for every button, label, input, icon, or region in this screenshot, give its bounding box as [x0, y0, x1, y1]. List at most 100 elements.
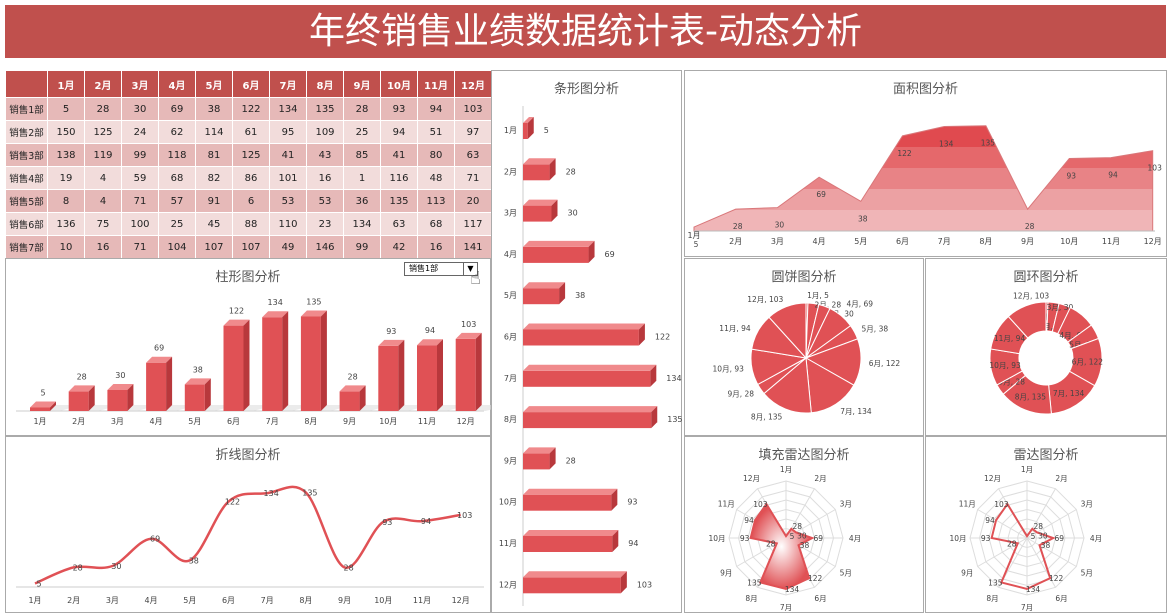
data-label: 69	[813, 534, 823, 543]
table-cell: 24	[121, 120, 159, 144]
data-label: 38	[575, 291, 585, 300]
table-cell: 20	[454, 189, 492, 213]
table-cell: 125	[232, 143, 270, 167]
radar-spoke	[1026, 537, 1077, 567]
x-tick-label: 12月	[1144, 237, 1162, 246]
column-header: 2月	[84, 70, 122, 98]
data-label: 103	[637, 580, 652, 589]
data-label: 94	[744, 516, 754, 525]
data-label: 28	[566, 456, 576, 465]
bar	[30, 407, 50, 411]
bar-side	[398, 339, 405, 411]
table-cell: 42	[380, 235, 418, 259]
chart-title: 面积图分析	[892, 82, 958, 97]
bar	[184, 384, 205, 411]
data-label: 28	[1025, 222, 1035, 231]
data-label: 93	[382, 518, 392, 527]
x-tick-label: 4月	[145, 596, 158, 605]
data-label: 1月, 5	[1036, 313, 1058, 322]
table-cell: 113	[417, 189, 455, 213]
table-cell: 85	[343, 143, 381, 167]
table-cell: 75	[84, 212, 122, 236]
table-cell: 135	[380, 189, 418, 213]
x-tick-label: 3月	[771, 237, 784, 246]
axis-label: 7月	[780, 603, 792, 612]
data-label: 6月, 122	[869, 359, 901, 368]
column-header: 8月	[306, 70, 344, 98]
dashboard-title: 年终销售业绩数据统计表-动态分析	[5, 5, 1166, 58]
bar-side	[588, 240, 595, 263]
y-tick-label: 2月	[504, 167, 517, 176]
data-label: 3月, 30	[1047, 303, 1074, 312]
table-cell: 135	[306, 97, 344, 121]
table-cell: 45	[195, 212, 233, 236]
data-label: 122	[897, 149, 912, 158]
x-tick-label: 12月	[457, 417, 475, 426]
axis-label: 2月	[1055, 474, 1067, 483]
data-label: 10月, 93	[989, 361, 1021, 370]
triangle-down-icon[interactable]: ▼	[463, 263, 477, 275]
data-label: 30	[1038, 531, 1048, 540]
row-label: 销售5部	[5, 189, 48, 213]
data-label: 122	[229, 307, 244, 316]
x-tick-label: 1月	[687, 231, 700, 240]
table-cell: 59	[121, 166, 159, 190]
axis-label: 10月	[949, 534, 966, 543]
data-label: 38	[189, 556, 199, 565]
table-cell: 71	[121, 189, 159, 213]
row-label: 销售1部	[5, 97, 48, 121]
x-tick-label: 6月	[222, 596, 235, 605]
y-tick-label: 11月	[499, 539, 517, 548]
x-tick-label: 3月	[106, 596, 119, 605]
table-cell: 125	[84, 120, 122, 144]
table-cell: 68	[158, 166, 196, 190]
pie-slice	[763, 357, 812, 414]
axis-label: 11月	[959, 500, 976, 509]
table-cell: 49	[269, 235, 307, 259]
hbar-chart: 5 1月 28 2月 30 3月 69 4月 38 5月 122 6月 134 7月 135 8月 28 9月 93…	[499, 106, 683, 606]
area-chart-panel: 面积图分析 5 1月 28 2月 30 3月 69 4月 38 5月 122 6月 134 7月 135 8月…	[684, 70, 1167, 257]
x-tick-label: 4月	[813, 237, 826, 246]
department-dropdown[interactable]: 销售1部 ▼	[404, 262, 478, 276]
data-label: 38	[193, 365, 203, 374]
table-cell: 110	[269, 212, 307, 236]
data-label: 8月, 135	[1015, 392, 1047, 401]
x-tick-label: 2月	[67, 596, 80, 605]
table-cell: 63	[380, 212, 418, 236]
table-cell: 141	[454, 235, 492, 259]
bar-top	[378, 339, 405, 346]
data-label: 69	[1054, 534, 1064, 543]
bar	[523, 536, 613, 552]
pie-slice	[1007, 301, 1047, 339]
table-row: 销售1部 5 28 30 69 38 122 134 135 28 93 94 103	[5, 97, 492, 121]
line-chart-panel: 折线图分析 5 1月 28 2月 30 3月 69 4月 38 5月 122 6月 134 7月 135 8月…	[5, 436, 491, 613]
bar-side	[611, 488, 618, 511]
data-label: 134	[939, 139, 954, 148]
column-header: 1月	[47, 70, 85, 98]
bar-side	[166, 356, 173, 411]
data-label: 69	[605, 250, 615, 259]
axis-label: 1月	[780, 465, 792, 474]
table-cell: 107	[232, 235, 270, 259]
x-tick-label: 5月	[188, 417, 201, 426]
y-tick-label: 12月	[499, 580, 517, 589]
filled-radar-panel: 填充雷达图分析 1月 2月 3月 4月 5月 6月 7月 8月 9月 10月 11月 12月 5 28 30…	[684, 436, 924, 613]
column-header: 10月	[380, 70, 418, 98]
data-label: 2月, 28	[815, 301, 842, 310]
table-cell: 146	[306, 235, 344, 259]
data-label: 122	[655, 333, 670, 342]
bar-side	[650, 364, 657, 387]
x-tick-label: 10月	[374, 596, 392, 605]
table-cell: 80	[417, 143, 455, 167]
bar	[262, 317, 283, 411]
bar	[455, 338, 476, 411]
table-cell: 101	[269, 166, 307, 190]
x-tick-label: 8月	[304, 417, 317, 426]
line-chart: 5 1月 28 2月 30 3月 69 4月 38 5月 122 6月 134 7月 135 8月 28 9月 93…	[16, 485, 484, 605]
chart-title: 填充雷达图分析	[758, 448, 850, 463]
data-label: 5月, 38	[862, 324, 889, 333]
axis-label: 5月	[840, 569, 852, 578]
data-label: 103	[994, 500, 1009, 509]
bar-side	[527, 117, 534, 139]
bar-top	[146, 356, 173, 363]
